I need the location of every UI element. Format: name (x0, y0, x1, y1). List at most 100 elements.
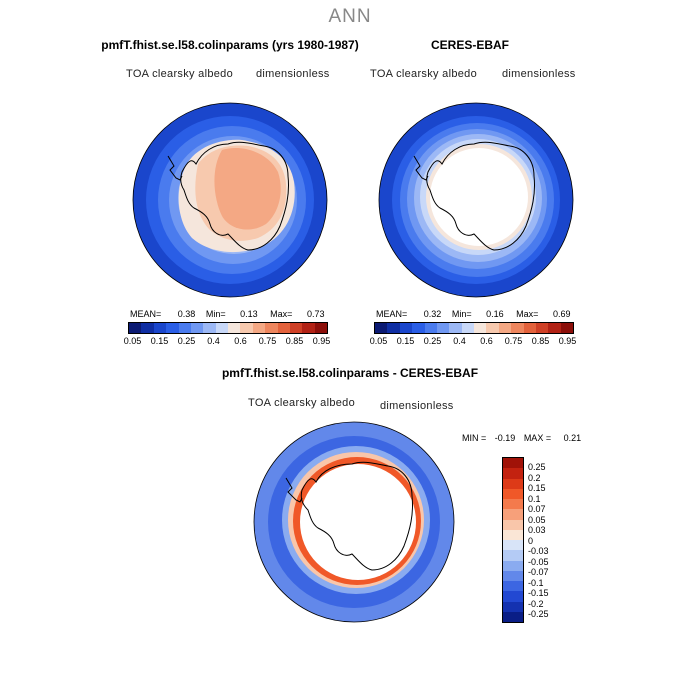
colorbar-swatch (486, 323, 499, 333)
colorbar-label: 0.1 (528, 493, 541, 504)
colorbar-label: 0.15 (150, 336, 169, 346)
panel-1-peninsula (167, 155, 183, 181)
panel-2-colorbar-labels: 0.05 0.15 0.25 0.4 0.6 0.75 0.85 0.95 (365, 336, 581, 346)
panel-2-max-value: 0.69 (552, 309, 571, 319)
panel-3-max-value: 0.21 (563, 433, 582, 443)
panel-3-continent-mask (300, 464, 416, 580)
colorbar-label: 0.75 (504, 336, 523, 346)
colorbar-label: 0.25 (177, 336, 196, 346)
panel-1-coastline (180, 141, 289, 251)
colorbar-swatch (141, 323, 154, 333)
colorbar-label: -0.2 (528, 598, 544, 609)
panel-2-colorbar (374, 322, 574, 334)
figure-title: ANN (328, 6, 372, 27)
panel-3-coastline (300, 461, 413, 571)
colorbar-swatch (503, 529, 523, 540)
panel-2-peninsula (413, 155, 429, 181)
colorbar-label: -0.1 (528, 577, 544, 588)
panel-3-variable: TOA clearsky albedo (248, 397, 355, 409)
colorbar-swatch (511, 323, 524, 333)
colorbar-swatch (503, 570, 523, 581)
colorbar-label: 0.75 (258, 336, 277, 346)
colorbar-swatch (424, 323, 437, 333)
colorbar-swatch (314, 323, 327, 333)
colorbar-label: 0.95 (558, 336, 577, 346)
colorbar-swatch (153, 323, 167, 333)
colorbar-swatch (387, 323, 400, 333)
colorbar-label: 0.4 (207, 336, 220, 346)
panel-1-min-label: Min= (205, 309, 226, 319)
colorbar-swatch (548, 323, 561, 333)
colorbar-label: -0.15 (528, 588, 549, 598)
colorbar-swatch (503, 560, 523, 571)
colorbar-swatch (503, 540, 523, 551)
panel-1-min-value: 0.13 (240, 309, 258, 319)
panel-1-units: dimensionless (256, 68, 330, 80)
panel-1-max-value: 0.73 (306, 309, 325, 319)
colorbar-swatch (228, 323, 241, 333)
colorbar-label: -0.05 (528, 556, 549, 567)
colorbar-swatch (289, 323, 303, 333)
panel-2-continent-mask (430, 148, 528, 246)
panel-1-variable: TOA clearsky albedo (126, 68, 233, 80)
colorbar-label: 0.05 (528, 514, 546, 525)
colorbar-swatch (166, 323, 179, 333)
colorbar-swatch (399, 323, 413, 333)
colorbar-swatch (461, 323, 474, 333)
colorbar-label: 0 (528, 535, 534, 546)
panel-2-mean-value: 0.32 (423, 309, 442, 319)
colorbar-label: 0.07 (528, 504, 546, 514)
panel-3-min-label: MIN = (462, 433, 487, 443)
colorbar-label: 0.05 (123, 336, 142, 346)
colorbar-label: -0.07 (528, 567, 549, 577)
colorbar-swatch (503, 499, 523, 510)
panel-3-max-label: MAX = (523, 433, 552, 443)
colorbar-swatch (503, 458, 523, 469)
colorbar-swatch (503, 591, 523, 602)
colorbar-label: 0.25 (423, 336, 442, 346)
colorbar-swatch (498, 323, 512, 333)
panel-3-map-border (253, 421, 455, 623)
panel-3-units: dimensionless (380, 400, 454, 412)
colorbar-swatch (503, 509, 523, 520)
colorbar-swatch (302, 323, 315, 333)
colorbar-label: 0.2 (528, 472, 541, 483)
colorbar-swatch (190, 323, 204, 333)
colorbar-swatch (560, 323, 573, 333)
panel-1-mean-label: MEAN= (130, 309, 162, 319)
colorbar-swatch (503, 519, 523, 530)
colorbar-swatch (503, 611, 523, 622)
colorbar-swatch (252, 323, 266, 333)
panel-2-variable: TOA clearsky albedo (370, 68, 477, 80)
panel-3-min-value: -0.19 (494, 433, 516, 443)
panel-3-colorbar (502, 457, 524, 623)
panel-2-min-value: 0.16 (486, 309, 504, 319)
colorbar-label: 0.03 (528, 525, 546, 535)
panel-2-min-label: Min= (451, 309, 472, 319)
colorbar-swatch (523, 323, 536, 333)
colorbar-swatch (503, 468, 523, 479)
colorbar-swatch (436, 323, 450, 333)
colorbar-swatch (503, 581, 523, 592)
colorbar-label: 0.15 (396, 336, 415, 346)
panel-1-colorbar-labels: 0.05 0.15 0.25 0.4 0.6 0.75 0.85 0.95 (119, 336, 335, 346)
panel-1-stats: MEAN= 0.38 Min= 0.13 Max= 0.73 (130, 309, 330, 319)
colorbar-swatch (412, 323, 425, 333)
panel-1-map-border (132, 102, 328, 298)
panel-1-plateau-fill (214, 148, 281, 230)
panel-2-map-border (378, 102, 574, 298)
colorbar-swatch (129, 323, 142, 333)
panel-3-peninsula (285, 477, 303, 503)
colorbar-label: 0.6 (234, 336, 247, 346)
colorbar-label: -0.25 (528, 609, 549, 619)
colorbar-label: 0.05 (369, 336, 388, 346)
panel-1-mean-value: 0.38 (177, 309, 196, 319)
colorbar-label: 0.95 (312, 336, 331, 346)
panel-2-stats: MEAN= 0.32 Min= 0.16 Max= 0.69 (376, 309, 576, 319)
panel-1-max-label: Max= (270, 309, 293, 319)
colorbar-label: 0.4 (453, 336, 466, 346)
colorbar-label: 0.85 (531, 336, 550, 346)
colorbar-swatch (178, 323, 191, 333)
colorbar-swatch (503, 488, 523, 499)
panel-2-title: CERES-EBAF (430, 38, 509, 52)
